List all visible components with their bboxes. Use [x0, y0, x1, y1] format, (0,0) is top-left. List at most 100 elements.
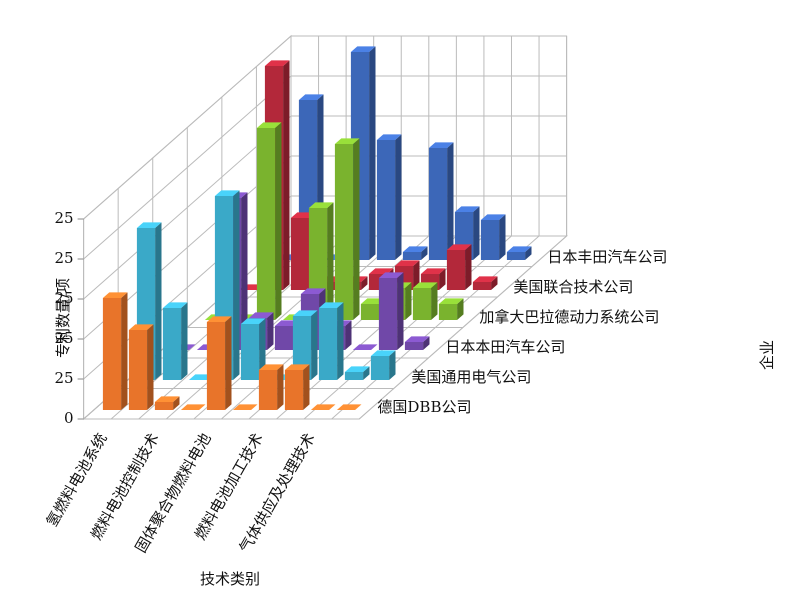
- bar-side: [277, 364, 284, 410]
- y-tick-label: 25: [55, 329, 74, 347]
- bar-side: [465, 244, 472, 290]
- bar-top: [264, 60, 290, 66]
- bar-top: [298, 94, 324, 100]
- bar-top: [248, 312, 274, 318]
- bar-side: [397, 272, 404, 350]
- bar-top: [128, 324, 154, 330]
- bar: [290, 218, 310, 290]
- bar: [274, 326, 294, 350]
- legend-label: 加拿大巴拉德动力系统公司: [479, 308, 659, 326]
- bar-side: [423, 336, 430, 350]
- bar-side: [345, 320, 352, 350]
- bar-top: [258, 364, 284, 370]
- bar-side: [267, 312, 274, 350]
- bar: [480, 220, 500, 260]
- y-axis-title: 专利数量/项: [54, 278, 72, 358]
- bar-side: [499, 214, 506, 260]
- bar-side: [311, 310, 318, 380]
- bar-top: [334, 138, 360, 144]
- bar-side: [369, 46, 376, 261]
- bar-top: [404, 336, 430, 342]
- bar: [506, 252, 526, 260]
- bar-side: [173, 396, 180, 410]
- bar-side: [353, 138, 360, 320]
- bar-side: [337, 302, 344, 380]
- bar-top: [506, 246, 532, 252]
- bar-top: [472, 276, 498, 282]
- bar-top: [308, 202, 334, 208]
- bar-top: [232, 404, 258, 410]
- bar-top: [292, 310, 318, 316]
- bar-side: [457, 298, 464, 320]
- bar: [162, 308, 182, 380]
- bar-top: [102, 292, 128, 298]
- bar-top: [214, 190, 240, 196]
- bars: [102, 46, 532, 410]
- bar: [258, 370, 278, 410]
- bar-side: [447, 142, 454, 260]
- bar: [412, 288, 432, 320]
- bar-top: [336, 404, 362, 410]
- bar-top: [350, 46, 376, 52]
- bar-top: [310, 404, 336, 410]
- bar-top: [420, 268, 446, 274]
- bar-top: [180, 404, 206, 410]
- bar-side: [147, 324, 154, 410]
- bar-side: [413, 260, 420, 290]
- bar-top: [300, 288, 326, 294]
- bar: [284, 370, 304, 410]
- bar: [446, 250, 466, 290]
- bar-top: [318, 302, 344, 308]
- bar-top: [446, 244, 472, 250]
- bar-side: [327, 202, 334, 320]
- bar-side: [361, 276, 368, 290]
- bar-top: [412, 282, 438, 288]
- bar: [404, 342, 424, 350]
- bar: [438, 304, 458, 320]
- bar-top: [428, 142, 454, 148]
- bar-top: [378, 272, 404, 278]
- bar-side: [395, 134, 402, 260]
- bar-top: [284, 364, 310, 370]
- y-tick-label: 0: [64, 409, 74, 427]
- bar: [256, 128, 276, 320]
- bar-side: [275, 122, 282, 321]
- bar-top: [376, 134, 402, 140]
- bar-side: [121, 292, 128, 410]
- bar: [402, 252, 422, 260]
- grid-line: [83, 75, 567, 260]
- bar-top: [438, 298, 464, 304]
- y-tick-label: 25: [55, 289, 74, 307]
- y-tick-label: 25: [55, 249, 74, 267]
- bar-side: [431, 282, 438, 320]
- bar-top: [154, 396, 180, 402]
- bar-side: [303, 364, 310, 410]
- bar: [370, 356, 390, 380]
- legend-label: 美国联合技术公司: [513, 278, 633, 296]
- bar-side: [421, 246, 428, 260]
- bar: [344, 372, 364, 380]
- bar-side: [363, 366, 370, 380]
- bar-side: [389, 350, 396, 380]
- bar-top: [454, 206, 480, 212]
- bar-top: [162, 302, 188, 308]
- y-tick-label: 25: [55, 369, 74, 387]
- bar-side: [525, 246, 532, 260]
- y-tick-label: 25: [55, 209, 74, 227]
- bar-side: [233, 190, 240, 380]
- bar-top: [370, 350, 396, 356]
- bar-side: [155, 222, 162, 380]
- x-axis-title: 技术类别: [200, 570, 260, 588]
- bar-side: [283, 60, 290, 291]
- bar: [360, 304, 380, 320]
- bar-top: [206, 316, 232, 322]
- bar-top: [136, 222, 162, 228]
- bar-side: [241, 192, 248, 350]
- bar: [378, 278, 398, 350]
- bar: [292, 316, 312, 380]
- bar: [428, 148, 448, 260]
- bar: [154, 402, 174, 410]
- bar: [102, 298, 122, 410]
- bar-side: [259, 318, 266, 380]
